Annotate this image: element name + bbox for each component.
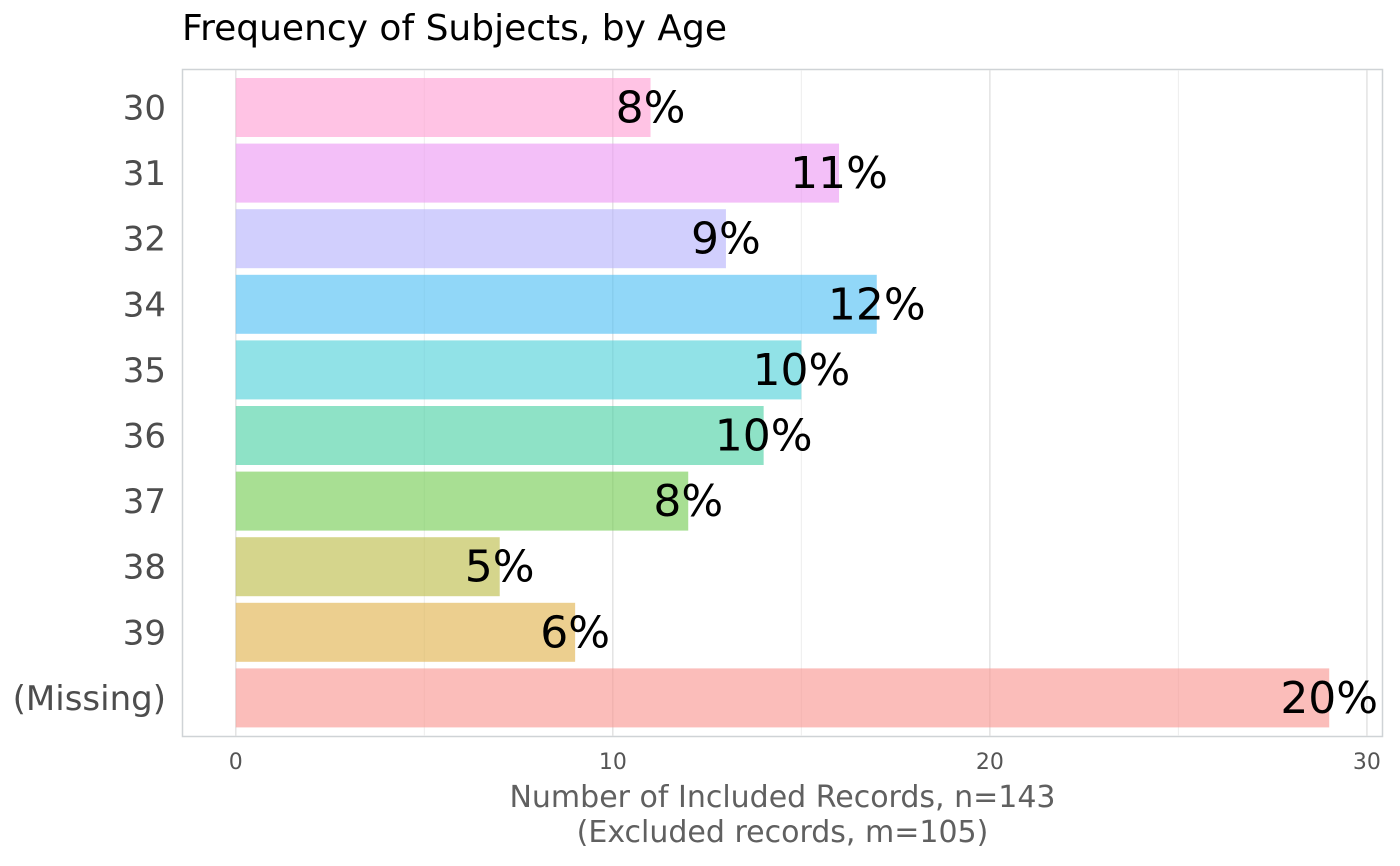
bar-value-label: 12% (828, 279, 926, 330)
y-tick-label: 31 (123, 154, 166, 194)
y-tick-label: 30 (123, 89, 166, 129)
bar-34 (235, 274, 877, 334)
x-tick-label: 10 (599, 750, 627, 775)
y-tick-labels: 30 31 32 34 35 36 37 38 39 (Missing) (13, 89, 166, 719)
y-tick-label: 39 (123, 613, 166, 653)
bar-value-label: 8% (616, 83, 686, 134)
bars (235, 78, 1330, 728)
bar-value-label: 11% (790, 148, 888, 199)
x-axis-label: Number of Included Records, n=143 (509, 780, 1056, 815)
y-tick-label: (Missing) (13, 679, 166, 719)
y-tick-label: 37 (123, 482, 166, 522)
y-tick-label: 35 (123, 351, 166, 391)
y-tick-label: 38 (123, 548, 166, 588)
y-tick-label: 36 (123, 417, 166, 457)
bar-38 (235, 537, 500, 597)
bar-39 (235, 602, 576, 662)
x-tick-labels: 0 10 20 30 (229, 750, 1381, 775)
y-tick-label: 32 (123, 220, 166, 260)
bar-value-label: 10% (715, 411, 813, 462)
bar-35 (235, 340, 802, 400)
bar-missing (235, 668, 1330, 728)
bar-32 (235, 209, 726, 269)
bar-value-label: 10% (752, 345, 850, 396)
x-tick-label: 0 (229, 750, 243, 775)
bar-30 (235, 78, 651, 137)
bar-36 (235, 406, 764, 465)
bar-31 (235, 143, 840, 203)
bar-value-label: 20% (1280, 673, 1378, 724)
x-tick-label: 30 (1353, 750, 1381, 775)
chart-title: Frequency of Subjects, by Age (182, 8, 728, 49)
x-tick-label: 20 (976, 750, 1004, 775)
bar-value-label: 9% (691, 214, 761, 265)
plot-panel-border (181, 68, 1384, 738)
bar-value-label: 8% (653, 476, 723, 527)
x-axis-sublabel: (Excluded records, m=105) (576, 815, 989, 850)
bar-37 (235, 471, 689, 531)
bar-value-label: 5% (465, 542, 535, 593)
bar-value-label: 6% (540, 607, 610, 658)
data-labels: 8% 11% 9% 12% 10% 10% 8% 5%6% 20% (465, 83, 1378, 724)
y-tick-label: 34 (123, 285, 166, 325)
